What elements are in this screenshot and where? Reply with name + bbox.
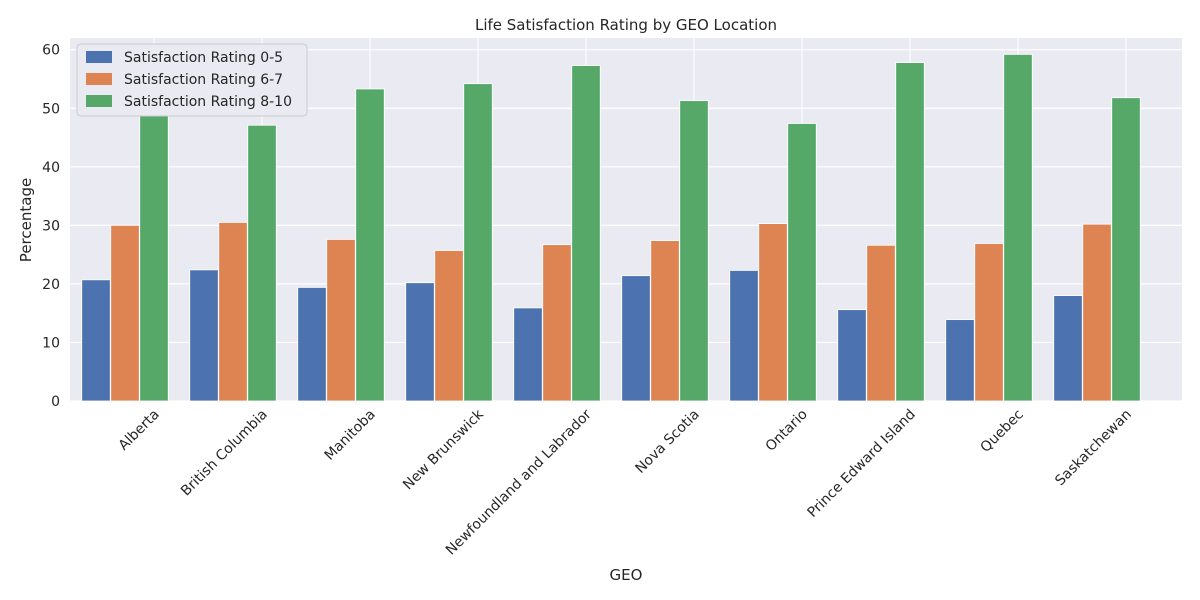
bar-ontario-series-0 <box>729 270 759 402</box>
bar-new-brunswick-series-0 <box>405 282 435 402</box>
y-tick-label: 30 <box>42 218 60 234</box>
bar-ontario-series-1 <box>758 223 788 402</box>
bar-alberta-series-2 <box>139 111 169 402</box>
bar-british-columbia-series-2 <box>247 124 277 402</box>
x-tick-label: New Brunswick <box>400 406 487 493</box>
legend: Satisfaction Rating 0-5 Satisfaction Rat… <box>76 43 308 117</box>
x-tick-label: Prince Edward Island <box>804 407 918 521</box>
bar-british-columbia-series-0 <box>189 269 219 402</box>
x-tick-label: Quebec <box>978 407 1027 456</box>
bar-nova-scotia-series-2 <box>679 100 709 402</box>
chart-title: Life Satisfaction Rating by GEO Location <box>475 16 777 34</box>
x-tick-label: Nova Scotia <box>632 407 702 477</box>
bar-ontario-series-2 <box>787 123 817 402</box>
bar-alberta-series-1 <box>110 224 140 402</box>
x-tick-label: British Columbia <box>178 407 271 500</box>
bar-british-columbia-series-1 <box>218 222 248 402</box>
x-tick-labels: Alberta British Columbia Manitoba New Bruns… <box>116 406 1135 559</box>
legend-label-8-10: Satisfaction Rating 8-10 <box>124 94 292 110</box>
bar-newfoundland-and-labrador-series-0 <box>513 307 543 402</box>
y-tick-label: 50 <box>42 101 60 117</box>
legend-swatch-0-5 <box>86 51 112 63</box>
bar-new-brunswick-series-1 <box>434 250 464 402</box>
bars <box>81 53 1141 402</box>
y-tick-label: 20 <box>42 277 60 293</box>
y-tick-label: 10 <box>42 335 60 351</box>
legend-box <box>76 43 308 117</box>
bar-new-brunswick-series-2 <box>463 83 493 402</box>
bar-manitoba-series-1 <box>326 239 356 402</box>
bar-prince-edward-island-series-2 <box>895 62 925 402</box>
y-tick-labels: 0 10 20 30 40 50 60 <box>42 43 60 410</box>
y-tick-label: 60 <box>42 43 60 59</box>
legend-label-0-5: Satisfaction Rating 0-5 <box>124 50 283 66</box>
bar-saskatchewan-series-2 <box>1111 97 1141 402</box>
y-axis-label: Percentage <box>17 178 35 262</box>
bar-saskatchewan-series-1 <box>1082 223 1112 402</box>
legend-label-6-7: Satisfaction Rating 6-7 <box>124 72 283 88</box>
bar-manitoba-series-0 <box>297 287 327 402</box>
bar-quebec-series-2 <box>1003 53 1033 402</box>
x-tick-label: Alberta <box>116 407 163 454</box>
bar-quebec-series-1 <box>974 243 1004 402</box>
legend-swatch-6-7 <box>86 73 112 85</box>
y-tick-label: 0 <box>51 394 60 410</box>
bar-prince-edward-island-series-0 <box>837 309 867 402</box>
bar-alberta-series-0 <box>81 279 111 402</box>
bar-prince-edward-island-series-1 <box>866 244 896 402</box>
x-axis-label: GEO <box>610 566 643 584</box>
x-tick-label: Saskatchewan <box>1052 407 1135 490</box>
x-tick-label: Ontario <box>763 407 811 455</box>
bar-saskatchewan-series-0 <box>1053 295 1083 402</box>
bar-newfoundland-and-labrador-series-1 <box>542 244 572 402</box>
legend-swatch-8-10 <box>86 95 112 107</box>
bar-nova-scotia-series-1 <box>650 240 680 402</box>
y-tick-label: 40 <box>42 160 60 176</box>
x-tick-label: Manitoba <box>322 407 379 464</box>
bar-manitoba-series-2 <box>355 88 385 402</box>
bar-nova-scotia-series-0 <box>621 275 651 402</box>
bar-newfoundland-and-labrador-series-2 <box>571 65 601 402</box>
bar-quebec-series-0 <box>945 319 975 402</box>
